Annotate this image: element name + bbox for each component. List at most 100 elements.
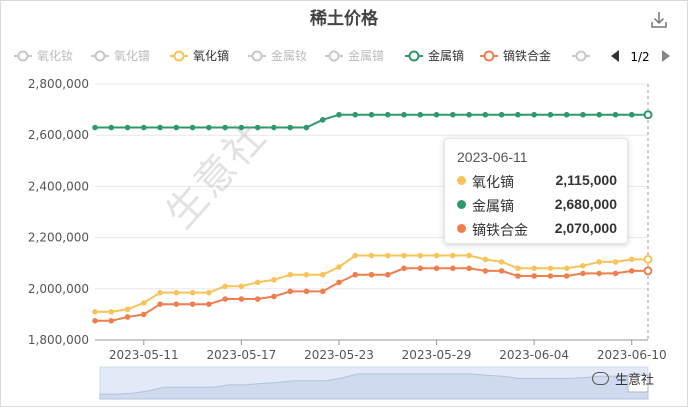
series-氧化镝: [92, 252, 653, 315]
y-tick-label: 1,800,000: [28, 333, 89, 347]
data-point: [450, 265, 456, 272]
x-axis: 2023-05-11 2023-05-17 2023-05-23 2023-05-29…: [109, 340, 667, 362]
legend-label: 镝铁合金: [503, 48, 551, 63]
data-point: [466, 265, 472, 272]
x-tick-label: 2023-05-29: [402, 348, 472, 362]
legend-item[interactable]: 金属镝: [405, 48, 464, 63]
data-point: [417, 252, 424, 259]
data-point: [352, 271, 359, 278]
data-point: [336, 111, 342, 118]
data-point: [466, 252, 472, 259]
data-point: [596, 111, 603, 118]
data-point: [238, 283, 245, 290]
y-tick-label: 2,200,000: [28, 231, 89, 245]
data-point: [450, 111, 456, 118]
data-point: [368, 271, 375, 278]
data-point: [287, 288, 293, 295]
data-point: [384, 271, 391, 278]
data-point: [124, 124, 131, 131]
tooltip: 2023-06-11 氧化镝 2,115,000 金属镝 2,680,000 镝…: [444, 138, 628, 244]
legend-marker: [483, 50, 495, 62]
legend-item[interactable]: 氧化镨: [91, 48, 150, 63]
data-point: [482, 256, 489, 263]
tooltip-series-name: 氧化镝: [472, 174, 514, 190]
data-point: [563, 265, 570, 272]
data-point: [531, 265, 537, 272]
data-point: [401, 252, 407, 259]
data-point: [222, 124, 228, 131]
tooltip-dot: [457, 200, 466, 209]
data-point: [92, 124, 98, 131]
legend-item[interactable]: 金属钕: [248, 48, 307, 63]
data-point: [206, 289, 212, 296]
data-point: [531, 273, 537, 279]
data-point: [433, 265, 440, 272]
legend-marker: [251, 50, 263, 62]
legend-marker: [94, 50, 106, 62]
series-金属镝: [92, 110, 653, 131]
data-point: [92, 309, 98, 315]
data-point: [287, 271, 293, 278]
x-tick-label: 2023-05-11: [109, 348, 179, 362]
data-point: [303, 271, 310, 278]
zoom-handle[interactable]: [627, 374, 649, 393]
x-tick-label: 2023-05-17: [207, 348, 277, 362]
data-point: [401, 111, 407, 118]
legend-marker: [328, 50, 340, 62]
legend-prev-icon[interactable]: [611, 50, 619, 62]
legend-item[interactable]: [572, 50, 590, 62]
legend-item[interactable]: 镝铁合金: [480, 48, 551, 63]
legend-label: 金属镝: [428, 48, 464, 63]
data-point: [401, 265, 407, 272]
data-point: [628, 256, 635, 263]
tooltip-row: 氧化镝 2,115,000: [457, 171, 617, 191]
data-point: [628, 111, 635, 118]
data-point: [596, 259, 603, 265]
data-point: [612, 270, 619, 277]
tooltip-date: 2023-06-11: [457, 149, 528, 165]
legend-next-icon[interactable]: [662, 50, 670, 62]
brand-label: 生意社: [615, 373, 655, 388]
data-point: [254, 279, 261, 286]
y-tick-label: 2,000,000: [28, 282, 89, 296]
legend-item[interactable]: 氧化镝: [170, 48, 229, 63]
tooltip-dot: [457, 224, 466, 233]
data-point: [189, 289, 196, 296]
data-point: [531, 111, 537, 118]
data-point: [238, 124, 245, 131]
y-tick-label: 2,400,000: [28, 179, 89, 193]
data-point: [173, 124, 180, 131]
data-point: [563, 111, 570, 118]
data-point: [515, 273, 521, 279]
tooltip-series-name: 镝铁合金: [472, 222, 528, 238]
data-point: [173, 301, 180, 307]
data-point: [643, 254, 653, 264]
data-point: [319, 288, 326, 295]
tooltip-row: 金属镝 2,680,000: [457, 195, 617, 215]
data-point: [612, 259, 619, 265]
series-镝铁合金: [92, 265, 653, 324]
data-point: [140, 300, 147, 306]
x-tick-label: 2023-05-23: [304, 348, 374, 362]
data-point: [271, 124, 277, 131]
data-point: [450, 252, 456, 259]
data-point: [498, 268, 505, 274]
data-point: [157, 289, 163, 296]
data-point: [319, 271, 326, 278]
data-point: [352, 111, 359, 118]
data-point: [124, 314, 131, 320]
data-point: [303, 288, 310, 295]
data-point: [547, 273, 554, 279]
data-point: [271, 293, 277, 300]
data-point: [206, 301, 212, 307]
legend-page: 1/2: [630, 50, 649, 64]
data-point: [482, 268, 489, 274]
legend-item[interactable]: 金属镨: [325, 48, 384, 63]
download-icon[interactable]: [648, 9, 670, 31]
legend-item[interactable]: 氧化钕: [14, 48, 73, 63]
data-point: [287, 124, 293, 131]
data-zoom[interactable]: [99, 366, 649, 400]
data-point: [157, 124, 163, 131]
data-point: [254, 124, 261, 131]
brand: 生意社: [592, 369, 654, 388]
